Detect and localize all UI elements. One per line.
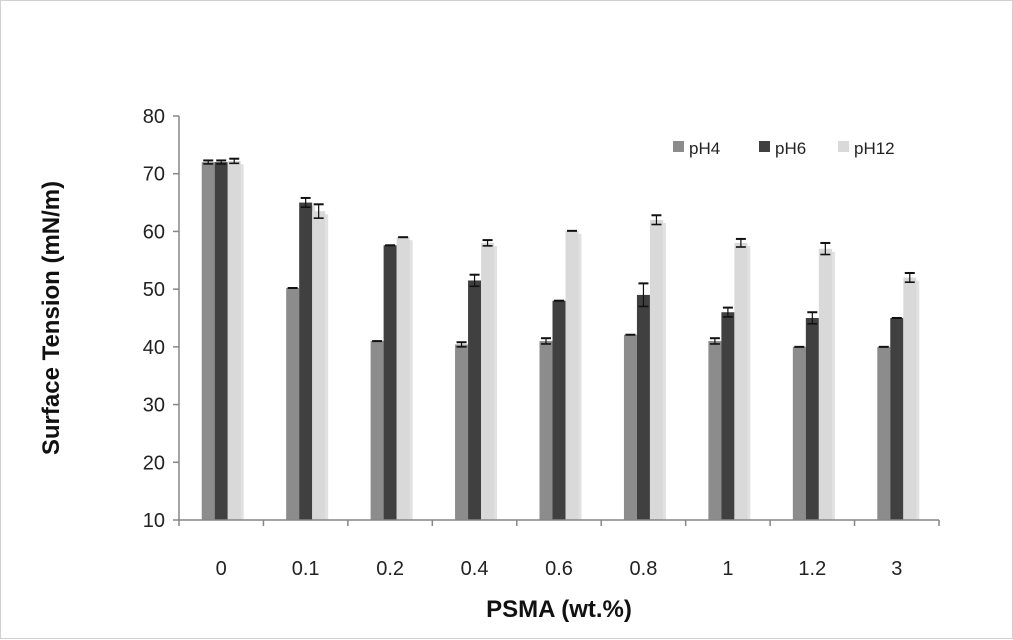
x-tick-label: 0.2 xyxy=(376,558,404,580)
bar-ph6 xyxy=(721,312,735,520)
bar-ph4 xyxy=(286,287,300,520)
x-tick-label: 1 xyxy=(722,558,733,580)
legend-label-ph6: pH6 xyxy=(775,139,806,158)
bar-ph4 xyxy=(201,162,215,520)
bar-ph12 xyxy=(396,237,410,520)
legend-swatch-ph6 xyxy=(759,141,770,152)
bar-ph4 xyxy=(623,334,637,520)
bar-ph6 xyxy=(383,245,397,520)
y-tick-label: 10 xyxy=(143,510,165,532)
bar-ph12 xyxy=(818,248,832,520)
error-bar xyxy=(541,337,551,345)
legend-swatch-ph12 xyxy=(838,141,849,152)
error-bar xyxy=(820,241,831,256)
x-tick-label: 0 xyxy=(216,558,227,580)
error-bar xyxy=(722,306,733,318)
error-bar xyxy=(469,273,480,288)
x-tick-label: 0.8 xyxy=(630,558,658,580)
y-tick-label: 30 xyxy=(143,395,165,417)
bar-ph12 xyxy=(481,242,495,520)
bar-ph6 xyxy=(214,162,228,520)
bar-ph12 xyxy=(649,219,663,520)
x-tick-label: 1.2 xyxy=(798,558,826,580)
axes-layer xyxy=(178,116,939,521)
error-bar xyxy=(313,203,324,219)
x-tick-label: 3 xyxy=(891,558,902,580)
bar-ph4 xyxy=(539,341,553,520)
error-bar xyxy=(651,214,662,226)
y-tick-label: 40 xyxy=(143,337,165,359)
x-tick-label: 0.1 xyxy=(292,558,320,580)
error-bar xyxy=(735,237,746,248)
bar-ph6 xyxy=(636,294,650,520)
bar-ph4 xyxy=(708,341,722,520)
y-tick-label: 20 xyxy=(143,452,165,474)
bar-ph6 xyxy=(468,280,482,520)
x-axis-title: PSMA (wt.%) xyxy=(486,596,632,623)
x-tick-label: 0.6 xyxy=(545,558,573,580)
y-axis-title: Surface Tension (mN/m) xyxy=(38,181,65,455)
bar-ph12 xyxy=(312,211,326,520)
bar-ph4 xyxy=(455,344,469,520)
y-tick-label: 50 xyxy=(143,279,165,301)
bar-ph6 xyxy=(299,202,313,521)
legend-label-ph4: pH4 xyxy=(689,139,720,158)
bar-ph4 xyxy=(792,346,806,520)
error-bar xyxy=(229,157,240,165)
error-bar xyxy=(482,239,493,247)
bar-ph4 xyxy=(877,346,891,520)
bar-ph6 xyxy=(890,318,904,520)
bar-ph12 xyxy=(734,242,748,520)
legend-swatch-ph4 xyxy=(673,141,684,152)
error-bar xyxy=(904,271,915,284)
error-bar xyxy=(456,341,467,348)
error-bar xyxy=(216,159,227,165)
legend: pH4 pH6 pH12 xyxy=(673,139,895,158)
bar-ph12 xyxy=(227,161,241,520)
legend-label-ph12: pH12 xyxy=(854,139,895,158)
ticks-layer: 10 20 30 40 50 60 70 80 0 0.1 0.2 0.4 0.6 0.8 1 1.2 3 xyxy=(143,106,940,580)
error-bar xyxy=(807,311,818,325)
error-bar xyxy=(709,337,720,345)
bar-ph6 xyxy=(552,300,566,520)
y-tick-label: 70 xyxy=(143,164,165,186)
error-bar xyxy=(203,159,214,165)
error-bar xyxy=(638,282,649,308)
bar-ph6 xyxy=(805,318,819,520)
y-tick-label: 60 xyxy=(143,221,165,243)
error-bar xyxy=(300,196,311,208)
bar-ph4 xyxy=(370,341,384,520)
bar-ph12 xyxy=(565,230,579,520)
bars-layer xyxy=(201,157,920,521)
bar-ph12 xyxy=(903,277,917,520)
x-tick-label: 0.4 xyxy=(461,558,489,580)
y-tick-label: 80 xyxy=(143,106,165,128)
